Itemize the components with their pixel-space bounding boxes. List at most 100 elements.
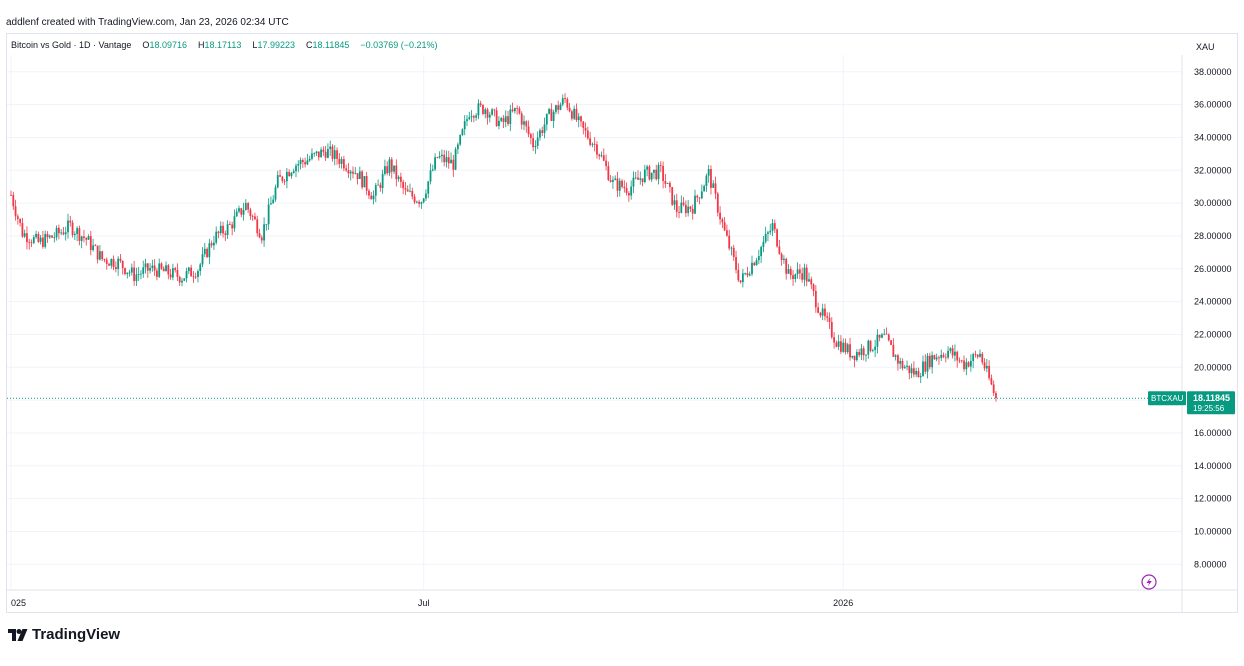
candle-body [819,312,822,316]
candle-body [621,180,623,187]
candle-body [824,308,826,317]
candle-body [680,202,683,213]
price-tick-label: 30.00000 [1194,198,1232,208]
open-value: 18.09716 [149,40,187,50]
candle-body [509,109,512,124]
price-tick-label: 12.00000 [1194,494,1232,504]
candle-body [208,243,211,258]
candle-body [365,176,368,191]
candle-body [226,224,229,235]
candle-body [160,263,163,269]
candle-body [413,196,416,203]
candle-body [539,130,541,138]
candle-body [573,108,576,119]
candle-body [616,178,619,191]
candle-body [543,124,546,133]
candle-body [600,155,603,157]
tradingview-logo[interactable]: TradingView [8,626,120,643]
candle-body [235,211,238,217]
candle-body [124,268,126,275]
candle-body [830,321,833,338]
candle-body [99,251,101,260]
candle-body [213,242,215,246]
candle-body [589,138,592,145]
candle-body [908,365,911,374]
candle-body [972,354,975,361]
candle-body [719,212,721,220]
candle-body [659,165,662,166]
candle-body [931,355,934,368]
candle-body [162,268,165,272]
candle-body [671,187,674,205]
candle-body [808,279,810,282]
candle-body [534,145,537,148]
candle-body [794,274,797,279]
candle-body [352,171,354,174]
candle-body [596,144,598,155]
candle-body [876,334,879,347]
candle-body [187,267,190,272]
candle-body [912,368,915,375]
tradingview-logo-icon [8,628,28,641]
change-value: −0.03769 (−0.21%) [360,40,438,50]
candle-body [30,242,33,244]
candle-body [607,166,610,181]
symbol-title[interactable]: Bitcoin vs Gold · 1D · Vantage [11,40,132,50]
candle-body [785,258,788,274]
candle-body [605,160,607,167]
candle-body [48,235,51,238]
currency-label[interactable]: XAU [1196,42,1215,52]
candle-body [327,149,329,158]
candle-body [60,232,63,234]
symbol-tag-label[interactable]: BTCXAU [1151,394,1184,403]
candle-body [112,258,115,268]
candle-body [495,110,498,127]
candle-body [171,268,174,278]
candle-body [368,190,370,196]
candle-body [283,180,286,182]
candle-body [317,151,320,158]
candle-body [85,238,88,240]
candle-body [140,273,142,275]
candle-body [201,254,204,265]
low-value: 17.99223 [257,40,295,50]
candle-body [322,149,325,152]
candle-body [958,360,961,362]
candle-body [648,166,651,180]
candle-body [103,259,106,260]
candle-body [470,116,473,118]
candle-body [370,195,373,200]
candle-body [559,104,562,110]
candle-body [532,138,535,148]
candle-body [764,233,767,242]
last-price-tag-bg [1187,391,1235,415]
candle-body [739,280,742,283]
candle-body [285,171,288,182]
high-value: 18.17113 [204,40,242,50]
candle-body [584,127,587,131]
candle-body [944,356,947,358]
candle-body [342,159,345,169]
candle-body [871,349,874,351]
candle-body [142,267,145,274]
candle-body [828,317,831,322]
candle-body [550,109,553,121]
price-tick-label: 34.00000 [1194,132,1232,142]
candle-body [130,267,133,273]
candle-body [557,105,560,110]
candle-body [101,251,104,260]
candle-body [502,118,505,123]
candle-body [393,165,395,172]
candle-body [215,231,218,243]
candle-body [409,190,411,192]
candle-body [479,103,482,105]
candle-body [855,352,858,361]
candle-body [477,103,480,116]
candle-body [19,218,22,223]
candle-body [21,222,24,237]
tradingview-brand: TradingView [32,626,121,643]
last-price-value[interactable]: 18.11845 [1193,393,1230,403]
candle-body [935,357,938,360]
candle-body [443,154,446,163]
